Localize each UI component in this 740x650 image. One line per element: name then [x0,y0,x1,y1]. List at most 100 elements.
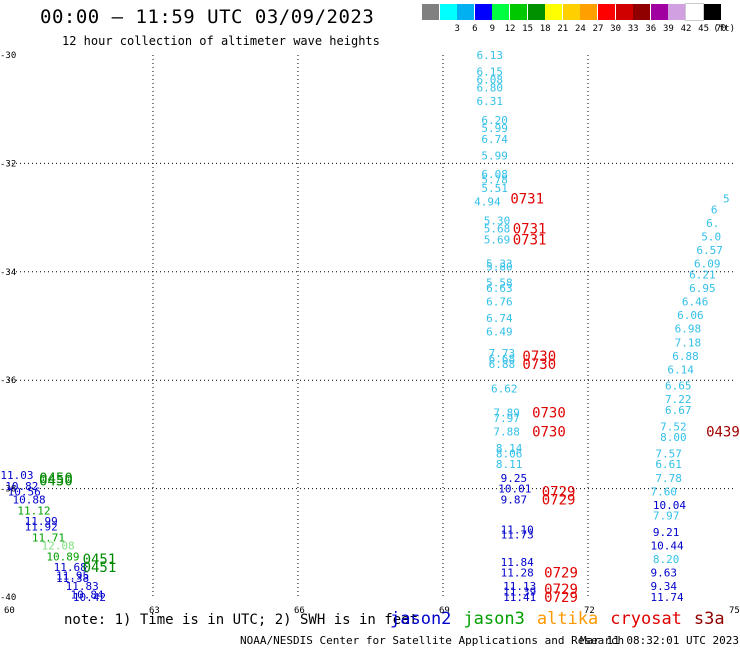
wave-height-value: 6.74 [486,312,513,325]
wave-height-value: 11.41 [503,591,536,604]
x-tick-label: 63 [149,606,160,616]
legend-label: 3 [454,24,460,34]
legend-swatch [439,4,457,20]
wave-height-value: 11.28 [501,567,534,580]
wave-height-value: 6.13 [477,49,504,62]
wave-height-value: 8.11 [496,458,523,471]
y-tick-label: -38 [0,485,16,495]
wave-height-value: 5.69 [484,233,511,246]
satellite-name-jason3: jason3 [463,609,525,629]
wave-height-value: 5.51 [481,182,508,195]
satellite-legend: jason2 jason3 altika cryosat s3a [390,609,737,629]
legend-swatch [457,4,475,20]
legend-label: 27 [592,24,604,34]
wave-height-value: 12.08 [42,540,75,553]
legend-label: 12 [504,24,516,34]
footer-note: note: 1) Time is in UTC; 2) SWH is in fe… [64,612,419,628]
legend-swatch [527,4,545,20]
pass-time-label: 0439 [706,425,740,441]
pass-time-label: 0730 [522,357,556,373]
wave-height-value: 6.74 [481,133,508,146]
legend-swatch [492,4,510,20]
wave-height-value: 11.12 [17,504,50,517]
wave-height-value: 6.63 [486,282,512,295]
wave-height-value: 6.21 [689,269,716,282]
credit-text: NOAA/NESDIS Center for Satellite Applica… [240,634,625,647]
page-subtitle: 12 hour collection of altimeter wave hei… [62,34,380,48]
legend-swatch [562,4,580,20]
pass-time-label: 0729 [544,566,578,582]
pass-time-label: 0730 [532,406,566,422]
wave-height-value: 11.68 [54,561,87,574]
wave-height-value: 7.88 [493,426,519,439]
generation-timestamp: Mar 11 08:32:01 UTC 2023 [580,634,739,647]
x-tick-label: 72 [584,606,595,616]
wave-height-value: 7.60 [651,485,678,498]
wave-height-value: 5.99 [481,122,508,135]
wave-height-value: 10.42 [73,591,106,604]
wave-height-value: 6.68 [489,353,516,366]
legend-swatch [598,4,615,20]
satellite-name-jason2: jason2 [390,609,452,629]
wave-height-value: 7.73 [489,347,516,360]
wave-height-value: 6.08 [481,168,508,181]
wave-height-value: 5.58 [486,277,512,290]
wave-height-value: 5.33 [486,258,512,271]
wave-height-value: 7.57 [655,447,682,460]
legend-swatch [545,4,563,20]
legend-label: 30 [610,24,622,34]
wave-height-value: 6.31 [477,95,504,108]
legend-label: 70 [715,24,727,34]
wave-height-value: 11.74 [651,591,684,604]
legend-label: 9 [489,24,496,34]
satellite-name-cryosat: cryosat [610,609,682,629]
wave-height-value: 7.78 [655,472,682,485]
wave-height-value: 6.14 [667,363,694,376]
wave-height-value: 10.82 [5,480,38,493]
legend-label: 18 [539,24,551,34]
wave-height-value: 11.83 [66,580,99,593]
x-tick-label: 69 [439,606,450,616]
legend-swatch [668,4,686,20]
wave-height-value: 9.34 [651,580,678,593]
wave-height-value: 6.88 [489,358,516,371]
y-tick-label: -34 [0,268,16,278]
wave-height-value: 10.44 [651,540,684,553]
wave-height-value: 11.99 [25,515,58,528]
page-title: 00:00 – 11:59 UTC 03/09/2023 [40,6,375,28]
wave-height-value: 5.0 [701,231,721,244]
wave-height-value: 11.95 [56,569,89,582]
y-tick-label: -40 [0,593,16,603]
wave-height-value: 5.78 [481,174,508,187]
wave-height-value: 7.89 [493,407,519,420]
wave-height-value: 9.21 [653,526,680,539]
wave-height-value: 8.06 [496,447,523,460]
wave-height-value: 6.15 [477,65,504,78]
pass-time-label: 0451 [83,552,117,568]
legend-swatch [615,4,633,20]
wave-height-value: 6.95 [689,282,716,295]
legend-swatch [474,4,492,20]
pass-time-label: 0450 [39,471,73,487]
wave-height-value: 10.04 [653,499,686,512]
wave-height-value: 10.88 [13,493,46,506]
legend-unit: (ft) [713,24,736,34]
wave-height-value: 6.06 [677,309,704,322]
wave-height-value: 6.08 [477,73,504,86]
wave-height-value: 4.94 [474,195,501,208]
x-tick-label: 60 [4,606,15,616]
legend-swatch [703,4,721,20]
legend-swatch [650,4,668,20]
legend-label: 24 [574,24,586,34]
wave-height-value: 11.92 [25,521,58,534]
wave-height-value: 6.20 [481,114,508,127]
satellite-name-s3a: s3a [693,609,725,629]
wave-height-value: 6.49 [486,325,512,338]
wave-height-value: 6.67 [665,404,692,417]
legend-swatch [685,3,704,21]
wave-height-value: 7.22 [665,393,692,406]
legend-label: 45 [698,24,710,34]
wave-height-value: 6 [711,203,718,216]
legend-swatch [580,4,598,20]
satellite-name-altika: altika [536,609,599,629]
